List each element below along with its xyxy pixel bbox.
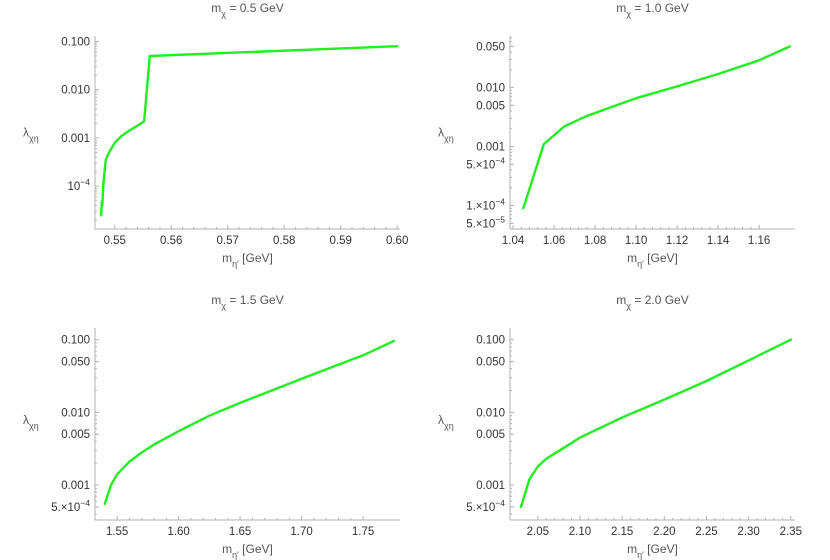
x-axis-label: mη′ [GeV] [222, 251, 273, 269]
chart-panel-2: 1.04 1.06 1.08 1.10 1.12 1.14 1.16 0.050 0.010 0.… [438, 1, 795, 269]
y-tick-label: 0.001 [61, 133, 90, 145]
x-axis-label: mη′ [GeV] [627, 542, 678, 560]
y-tick-label: 0.050 [61, 357, 90, 369]
x-tick-label: 1.60 [167, 526, 189, 538]
y-tick-label: 5.×10−4 [51, 498, 90, 514]
y-tick-label: 0.100 [61, 335, 90, 347]
chart-title: mχ = 0.5 GeV [211, 1, 283, 19]
x-tick-label: 0.57 [217, 235, 239, 247]
x-tick-label: 1.65 [229, 526, 251, 538]
y-tick-label: 0.001 [476, 480, 505, 492]
x-tick-label: 2.10 [569, 526, 591, 538]
y-tick-label: 5.×10−4 [466, 498, 505, 514]
chart-title: mχ = 1.5 GeV [211, 293, 283, 311]
y-tick-label: 0.100 [61, 36, 90, 48]
y-tick-label: 10−4 [68, 177, 91, 193]
y-tick-label: 0.005 [476, 100, 505, 112]
y-tick-label: 0.001 [61, 480, 90, 492]
y-tick-label: 5.×10−4 [466, 155, 505, 171]
y-tick-label: 5.×10−5 [466, 214, 505, 230]
x-tick-label: 1.04 [502, 235, 525, 247]
series-line-1 [519, 338, 792, 509]
y-tick-label: 0.010 [476, 407, 505, 419]
x-tick-label: 0.59 [329, 235, 351, 247]
x-axis-label: mη′ [GeV] [222, 542, 273, 560]
x-tick-label: 0.58 [273, 235, 295, 247]
chart-panel-4: 2.05 2.10 2.15 2.20 2.25 2.30 2.35 0.100 0.050 0.… [438, 293, 802, 560]
x-tick-label: 2.20 [653, 526, 675, 538]
series-line-1 [522, 45, 792, 210]
y-tick-label: 0.100 [476, 335, 505, 347]
x-tick-label: 1.12 [666, 235, 688, 247]
y-tick-label: 0.050 [476, 41, 505, 53]
y-axis-label: λχη [438, 126, 454, 144]
x-tick-label: 1.08 [584, 235, 606, 247]
series-line-1 [99, 45, 399, 217]
x-tick-label: 1.16 [748, 235, 770, 247]
series-line-1 [103, 339, 396, 506]
x-tick-label: 1.14 [707, 235, 730, 247]
x-axis-label: mη′ [GeV] [627, 251, 678, 269]
x-tick-label: 2.15 [611, 526, 633, 538]
y-axis-label: λχη [438, 413, 454, 431]
y-tick-label: 0.005 [61, 429, 90, 441]
chart-panel-3: 1.55 1.60 1.65 1.70 1.75 0.100 0.050 0.010 0.005… [23, 293, 400, 560]
x-tick-label: 2.30 [737, 526, 759, 538]
y-tick-label: 1.×10−4 [466, 197, 505, 213]
x-tick-label: 1.75 [352, 526, 374, 538]
x-tick-label: 0.60 [386, 235, 408, 247]
y-tick-label: 0.005 [476, 429, 505, 441]
y-tick-label: 0.010 [476, 83, 505, 95]
y-tick-label: 0.010 [61, 85, 90, 97]
chart-title: mχ = 2.0 GeV [616, 293, 688, 311]
x-tick-label: 2.05 [527, 526, 549, 538]
chart-panel-1: 0.55 0.56 0.57 0.58 0.59 0.60 0.100 0.010 0.001 1… [23, 1, 408, 269]
y-tick-label: 0.001 [476, 142, 505, 154]
x-tick-label: 1.06 [543, 235, 565, 247]
y-axis-label: λχη [23, 126, 39, 144]
y-tick-label: 0.050 [476, 357, 505, 369]
chart-title: mχ = 1.0 GeV [616, 1, 688, 19]
x-tick-label: 1.70 [290, 526, 312, 538]
y-axis-label: λχη [23, 413, 39, 431]
x-tick-label: 2.25 [695, 526, 717, 538]
x-tick-label: 2.35 [780, 526, 802, 538]
x-tick-label: 0.56 [160, 235, 182, 247]
x-tick-label: 0.55 [104, 235, 126, 247]
x-tick-label: 1.55 [106, 526, 128, 538]
x-tick-label: 1.10 [625, 235, 647, 247]
y-tick-label: 0.010 [61, 407, 90, 419]
